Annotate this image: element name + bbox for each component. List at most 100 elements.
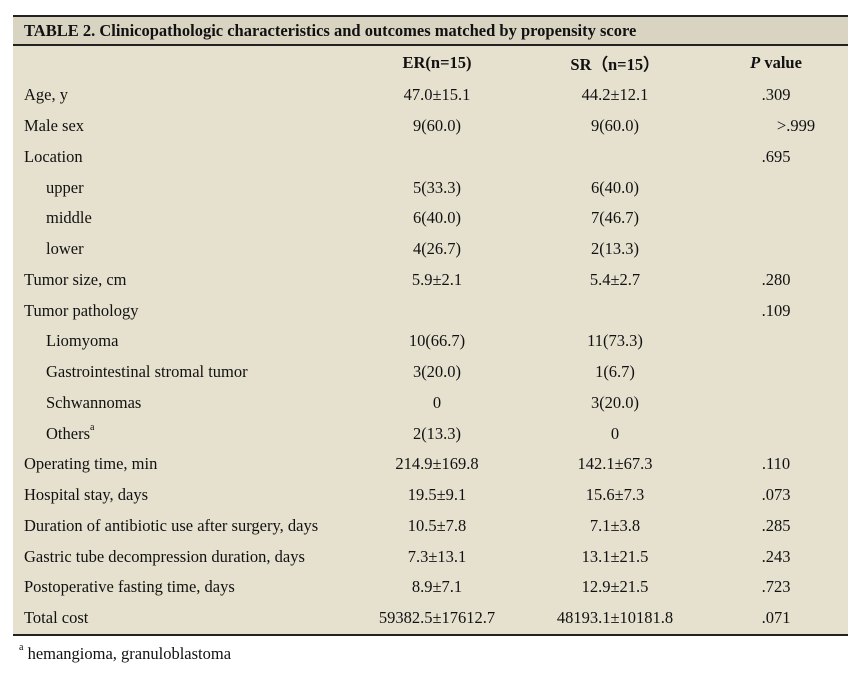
er-value: 2(13.3) [412,423,462,443]
sr-value: 1(6.7) [595,362,635,382]
er-value: 3(20.0) [412,362,462,382]
row-label: Hospital stay, days [13,485,348,505]
table-rows: Age, y 47.0±15.1 44.2±12.1 .309 Male sex 9(60… [13,80,848,634]
row-label-text: Operating time, min [24,454,158,474]
table-row: Tumor pathology .109 [13,295,848,326]
table-row: Tumor size, cm 5.9±2.1 5.4±2.7 .280 [13,265,848,296]
header-p-value: P value [704,53,848,73]
p-value: .695 [761,146,791,166]
er-value: 5(33.3) [412,177,462,197]
table-row: Total cost 59382.5±17612.7 48193.1±10181.8… [13,603,848,634]
table-row: middle 6(40.0) 7(46.7) [13,203,848,234]
er-value: 8.9±7.1 [411,577,463,597]
sr-value: 11(73.3) [587,331,643,351]
p-value: .280 [761,269,791,289]
table-row: Othersa 2(13.3) 0 [13,418,848,449]
row-label-text: upper [46,177,84,197]
row-label-text: Age, y [24,85,68,105]
row-label: Gastrointestinal stromal tumor [13,362,348,382]
row-label-text: Others [46,423,90,443]
table-row: Location .695 [13,142,848,173]
sr-value: 12.9±21.5 [581,577,649,597]
er-value: 47.0±15.1 [403,85,471,105]
er-value: 59382.5±17612.7 [378,608,496,628]
row-label-text: lower [46,239,84,259]
row-label-text: Gastrointestinal stromal tumor [46,362,248,382]
table-row: Hospital stay, days 19.5±9.1 15.6±7.3 .073 [13,480,848,511]
er-value: 4(26.7) [412,239,462,259]
table-row: Postoperative fasting time, days 8.9±7.1 1… [13,572,848,603]
row-label: Gastric tube decompression duration, day… [13,547,348,567]
table-row: Gastric tube decompression duration, day… [13,541,848,572]
table-title: TABLE 2. Clinicopathologic characteristi… [13,15,848,46]
er-value: 10(66.7) [408,331,466,351]
footnote-marker: a [19,642,24,653]
row-label: Tumor pathology [13,301,348,321]
row-label-text: Tumor pathology [24,300,139,320]
p-value: .071 [761,608,791,628]
sr-value: 6(40.0) [590,177,640,197]
row-label-text: Postoperative fasting time, days [24,577,235,597]
header-sr: SR（n=15） [570,55,660,74]
sr-value: 48193.1±10181.8 [556,608,674,628]
er-value: 19.5±9.1 [407,485,467,505]
row-label: Location [13,147,348,167]
row-label-text: Location [24,146,83,166]
table-header-row: ER(n=15) SR（n=15） P value [13,46,848,80]
sr-value: 5.4±2.7 [589,269,641,289]
table-body: ER(n=15) SR（n=15） P value Age, y 47.0±15.… [13,46,848,636]
row-label-text: Hospital stay, days [24,485,149,505]
p-value: .309 [761,85,791,105]
er-value: 9(60.0) [412,116,462,136]
row-label: Male sex [13,116,348,136]
p-value: .110 [761,454,791,474]
row-label: Othersa [13,422,348,444]
row-label: Liomyoma [13,331,348,351]
p-value: >.999 [776,116,816,136]
table-row: Operating time, min 214.9±169.8 142.1±67.3… [13,449,848,480]
footnote-text: hemangioma, granuloblastoma [23,644,232,663]
row-label: upper [13,178,348,198]
sr-value: 7(46.7) [590,208,640,228]
sr-value: 2(13.3) [590,239,640,259]
row-label: Age, y [13,85,348,105]
er-value: 7.3±13.1 [407,546,467,566]
table-row: Duration of antibiotic use after surgery… [13,511,848,542]
data-table: TABLE 2. Clinicopathologic characteristi… [13,15,848,636]
p-value: .723 [761,577,791,597]
header-p-rest: value [760,53,802,72]
row-label-text: Total cost [24,608,89,628]
p-value: .073 [761,485,791,505]
row-label: Duration of antibiotic use after surgery… [13,516,348,536]
row-label-text: Schwannomas [46,392,142,412]
row-label-text: Male sex [24,116,85,136]
sr-value: 142.1±67.3 [577,454,653,474]
row-label: Schwannomas [13,393,348,413]
er-value: 214.9±169.8 [395,454,479,474]
sr-value: 3(20.0) [590,392,640,412]
sr-value: 15.6±7.3 [585,485,645,505]
row-label-text: Duration of antibiotic use after surgery… [24,515,319,535]
row-label: Tumor size, cm [13,270,348,290]
row-label: Postoperative fasting time, days [13,577,348,597]
sr-value: 44.2±12.1 [581,85,649,105]
p-value: .109 [761,300,791,320]
er-value: 6(40.0) [412,208,462,228]
table-row: Liomyoma 10(66.7) 11(73.3) [13,326,848,357]
sr-value: 9(60.0) [590,116,640,136]
er-value: 0 [432,392,442,412]
table-row: Age, y 47.0±15.1 44.2±12.1 .309 [13,80,848,111]
table-row: Schwannomas 0 3(20.0) [13,388,848,419]
p-value: .285 [761,515,791,535]
header-p-letter: P [750,53,761,72]
sr-value: 0 [610,423,620,443]
sr-value: 7.1±3.8 [589,515,641,535]
er-value: 10.5±7.8 [407,515,467,535]
header-er: ER(n=15) [402,53,472,72]
table-row: upper 5(33.3) 6(40.0) [13,172,848,203]
table-row: lower 4(26.7) 2(13.3) [13,234,848,265]
row-label-text: Gastric tube decompression duration, day… [24,546,305,566]
row-label-text: middle [46,208,92,228]
table-row: Male sex 9(60.0) 9(60.0) >.999 [13,111,848,142]
table-row: Gastrointestinal stromal tumor 3(20.0) 1(6… [13,357,848,388]
